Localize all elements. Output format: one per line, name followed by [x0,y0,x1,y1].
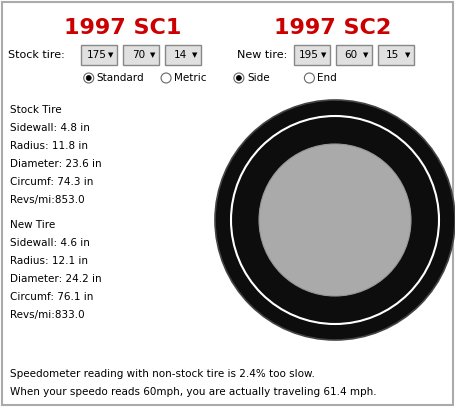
Text: Sidewall: 4.6 in: Sidewall: 4.6 in [10,238,90,248]
Circle shape [215,100,455,340]
Text: 14: 14 [174,50,187,60]
Text: ▼: ▼ [363,52,368,58]
FancyBboxPatch shape [378,45,414,65]
Circle shape [234,73,244,83]
Circle shape [84,73,94,83]
Text: ▼: ▼ [405,52,410,58]
Text: When your speedo reads 60mph, you are actually traveling 61.4 mph.: When your speedo reads 60mph, you are ac… [10,387,377,397]
Text: Diameter: 24.2 in: Diameter: 24.2 in [10,274,101,284]
Text: End: End [318,73,337,83]
Circle shape [304,73,314,83]
Text: ▼: ▼ [321,52,326,58]
Circle shape [86,76,91,81]
Text: Circumf: 74.3 in: Circumf: 74.3 in [10,177,93,187]
Text: ▼: ▼ [150,52,156,58]
Text: ▼: ▼ [192,52,197,58]
Text: 175: 175 [86,50,106,60]
Text: 70: 70 [131,50,145,60]
Text: Side: Side [247,73,269,83]
Text: 15: 15 [386,50,399,60]
FancyBboxPatch shape [165,45,201,65]
Circle shape [259,144,411,296]
Text: Stock tire:: Stock tire: [8,50,65,60]
Text: Circumf: 76.1 in: Circumf: 76.1 in [10,292,93,302]
Text: New Tire: New Tire [10,220,55,230]
Circle shape [161,73,171,83]
Text: Revs/mi:853.0: Revs/mi:853.0 [10,195,85,205]
Text: 195: 195 [299,50,319,60]
FancyBboxPatch shape [293,45,329,65]
FancyBboxPatch shape [81,45,117,65]
Text: 1997 SC1: 1997 SC1 [64,18,182,38]
Text: New tire:: New tire: [237,50,287,60]
Circle shape [237,76,241,81]
Text: Stock Tire: Stock Tire [10,105,61,115]
Text: Diameter: 23.6 in: Diameter: 23.6 in [10,159,101,169]
Text: Radius: 12.1 in: Radius: 12.1 in [10,256,88,266]
Text: Metric: Metric [174,73,207,83]
Text: Standard: Standard [97,73,144,83]
FancyBboxPatch shape [336,45,372,65]
Text: 1997 SC2: 1997 SC2 [273,18,391,38]
Text: 60: 60 [344,50,358,60]
Text: Revs/mi:833.0: Revs/mi:833.0 [10,310,85,320]
FancyBboxPatch shape [123,45,159,65]
Text: ▼: ▼ [108,52,114,58]
Text: Speedometer reading with non-stock tire is 2.4% too slow.: Speedometer reading with non-stock tire … [10,369,315,379]
Text: Radius: 11.8 in: Radius: 11.8 in [10,141,88,151]
Text: Sidewall: 4.8 in: Sidewall: 4.8 in [10,123,90,133]
